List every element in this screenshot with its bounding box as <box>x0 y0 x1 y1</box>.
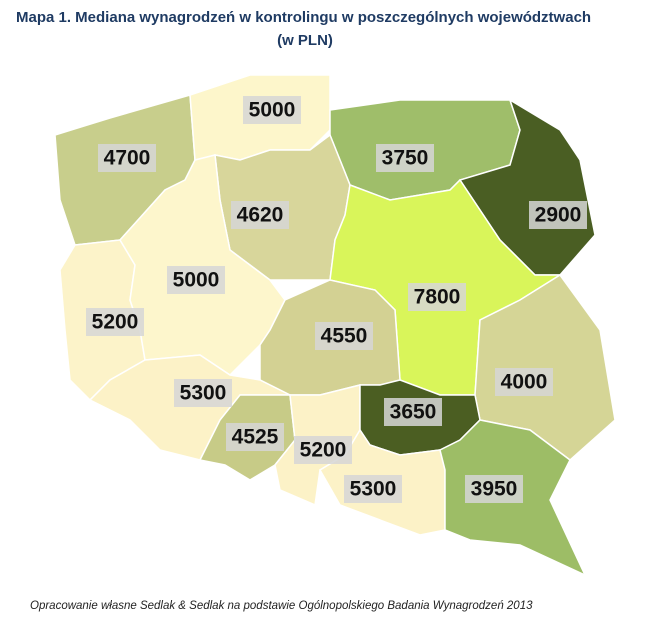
region-value: 5300 <box>350 478 397 501</box>
label-box <box>167 266 225 294</box>
label-box <box>226 423 284 451</box>
title: Mapa 1. Mediana wynagrodzeń w kontroling… <box>16 9 591 26</box>
label-box <box>529 201 587 229</box>
subtitle: (w PLN) <box>277 32 333 49</box>
labels: 4700 5000 3750 2900 4620 7800 5200 5000 4550 4000… <box>86 96 587 503</box>
region-value: 3750 <box>382 147 429 170</box>
label-box <box>408 283 466 311</box>
label-box <box>294 436 352 464</box>
region-value: 3950 <box>471 478 518 501</box>
region-value: 4000 <box>501 371 548 394</box>
label-box <box>465 475 523 503</box>
label-box <box>231 201 289 229</box>
region-value: 5200 <box>300 439 347 462</box>
label-box <box>315 322 373 350</box>
label-box <box>98 144 156 172</box>
region-value: 2900 <box>535 204 582 227</box>
region-value: 3650 <box>390 401 437 424</box>
label-box <box>344 475 402 503</box>
region-value: 5000 <box>249 99 296 122</box>
label-box <box>86 308 144 336</box>
label-box <box>243 96 301 124</box>
region-value: 4620 <box>237 204 284 227</box>
region-value: 5300 <box>180 382 227 405</box>
region-value: 7800 <box>414 286 461 309</box>
region-value: 4700 <box>104 147 151 170</box>
label-box <box>495 368 553 396</box>
region-value: 5200 <box>92 311 139 334</box>
region-value: 4525 <box>232 426 279 449</box>
label-box <box>174 379 232 407</box>
label-box <box>376 144 434 172</box>
label-box <box>384 398 442 426</box>
region-value: 5000 <box>173 269 220 292</box>
source: Opracowanie własne Sedlak & Sedlak na po… <box>30 600 533 612</box>
region-value: 4550 <box>321 325 368 348</box>
